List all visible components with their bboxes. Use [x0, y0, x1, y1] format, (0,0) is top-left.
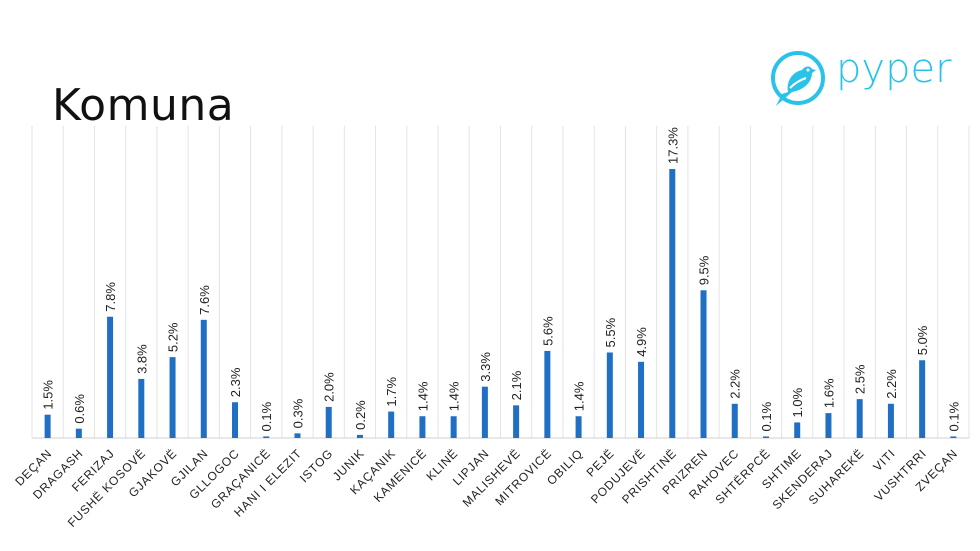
data-label: 5.0% [915, 325, 930, 355]
logo-text: pyper [836, 46, 952, 92]
bar [200, 319, 207, 438]
bar [388, 411, 395, 438]
bar [107, 316, 114, 438]
data-label: 9.5% [697, 255, 712, 285]
x-tick-label: VITI [870, 446, 898, 474]
bar [450, 416, 457, 438]
pyper-logo: pyper [768, 46, 958, 112]
data-label: 2.3% [228, 367, 243, 397]
bar [950, 436, 957, 438]
data-label: 2.0% [322, 372, 337, 402]
bar [606, 352, 613, 438]
bar [232, 402, 239, 438]
data-label: 4.9% [634, 327, 649, 357]
data-label: 1.5% [41, 380, 56, 410]
data-label: 17.3% [665, 127, 680, 164]
bar [856, 399, 863, 438]
bar [294, 433, 301, 438]
bar [700, 290, 707, 438]
bar [575, 416, 582, 438]
data-label: 3.8% [134, 344, 149, 374]
bar [731, 403, 738, 438]
bar [887, 403, 894, 438]
data-label: 5.5% [603, 317, 618, 347]
bar [794, 422, 801, 438]
bird-icon [771, 51, 825, 106]
data-label: 1.4% [572, 381, 587, 411]
data-label: 5.2% [166, 322, 181, 352]
bar [513, 405, 520, 438]
chart-title: Komuna [52, 80, 235, 131]
data-label: 0.3% [290, 398, 305, 428]
data-label: 1.4% [447, 381, 462, 411]
bar [919, 360, 926, 438]
data-label: 0.2% [353, 400, 368, 430]
data-label: 1.7% [384, 376, 399, 406]
data-label: 0.1% [759, 401, 774, 431]
bar [762, 436, 769, 438]
data-label: 0.6% [72, 394, 87, 424]
data-label: 7.8% [103, 282, 118, 312]
bar [138, 378, 145, 438]
data-label: 1.6% [821, 378, 836, 408]
bar [481, 386, 488, 438]
bar [44, 414, 51, 438]
bar [419, 416, 426, 438]
data-label: 2.2% [728, 369, 743, 399]
data-label: 0.1% [259, 401, 274, 431]
bar [263, 436, 270, 438]
data-label: 1.4% [415, 381, 430, 411]
x-tick-label: ISTOG [297, 446, 336, 485]
data-label: 2.2% [884, 369, 899, 399]
bar [356, 434, 363, 438]
data-label: 3.3% [478, 352, 493, 382]
bar [669, 169, 676, 438]
bar [638, 361, 645, 438]
data-label: 7.6% [197, 285, 212, 315]
bar [169, 357, 176, 438]
bar [544, 350, 551, 438]
data-label: 2.5% [853, 364, 868, 394]
data-label: 1.0% [790, 387, 805, 417]
bar [325, 406, 332, 438]
data-label: 0.1% [946, 401, 961, 431]
bar [825, 413, 832, 438]
data-label: 2.1% [509, 370, 524, 400]
data-label: 5.6% [540, 316, 555, 346]
bar [75, 428, 82, 438]
